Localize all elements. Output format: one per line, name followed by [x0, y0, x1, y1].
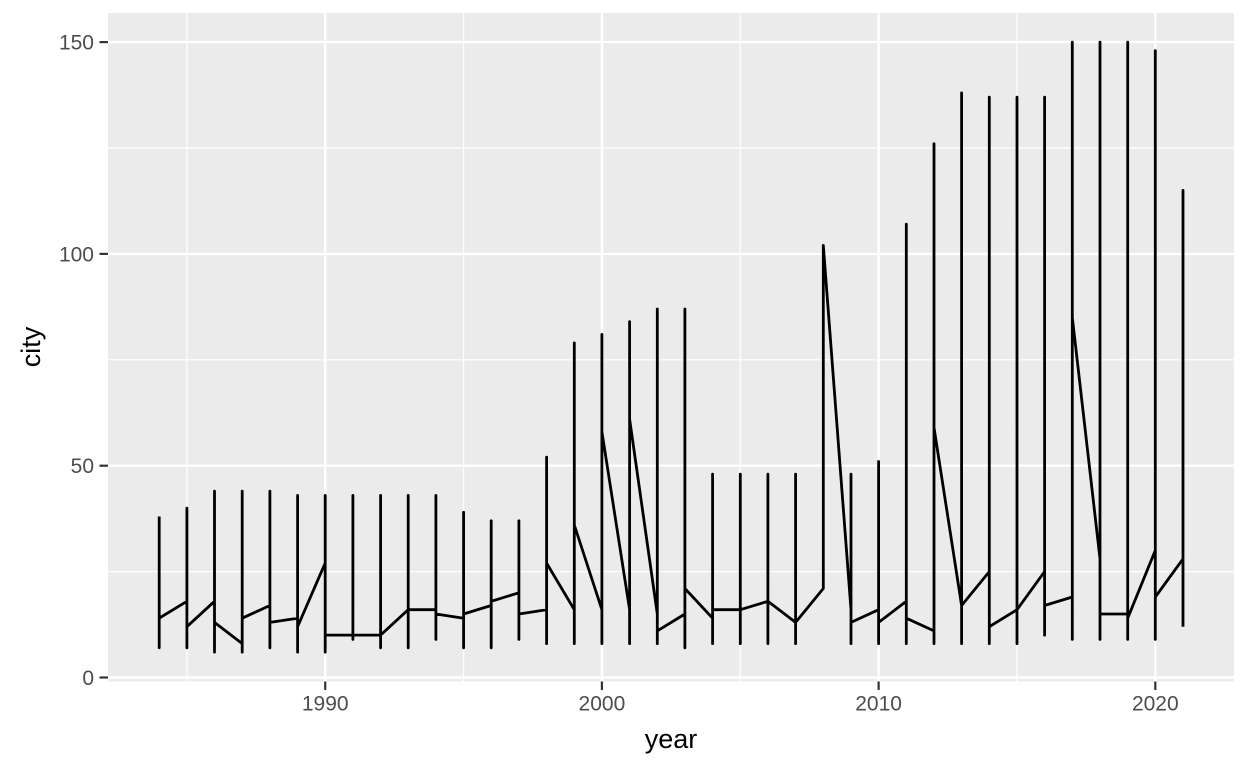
- y-tick-label: 100: [59, 243, 94, 266]
- y-tick-label: 150: [59, 32, 94, 55]
- y-axis-title: city: [16, 326, 46, 367]
- plot-panel-group: [108, 13, 1234, 682]
- axis-labels-group: 0 50 100 150 1990 2000 2010 2020: [59, 32, 1179, 716]
- y-tick-label: 50: [71, 455, 94, 478]
- x-tick-label: 1990: [302, 693, 349, 716]
- axis-ticks-group: [99, 40, 1157, 690]
- x-tick-label: 2000: [579, 693, 626, 716]
- city-line-series: [157, 40, 1185, 654]
- plot-panel: [108, 13, 1234, 682]
- data-line-group: [157, 40, 1185, 654]
- x-axis-title: year: [645, 724, 698, 754]
- x-tick-label: 2010: [855, 693, 902, 716]
- y-tick-label: 0: [82, 667, 94, 690]
- x-tick-label: 2020: [1132, 693, 1179, 716]
